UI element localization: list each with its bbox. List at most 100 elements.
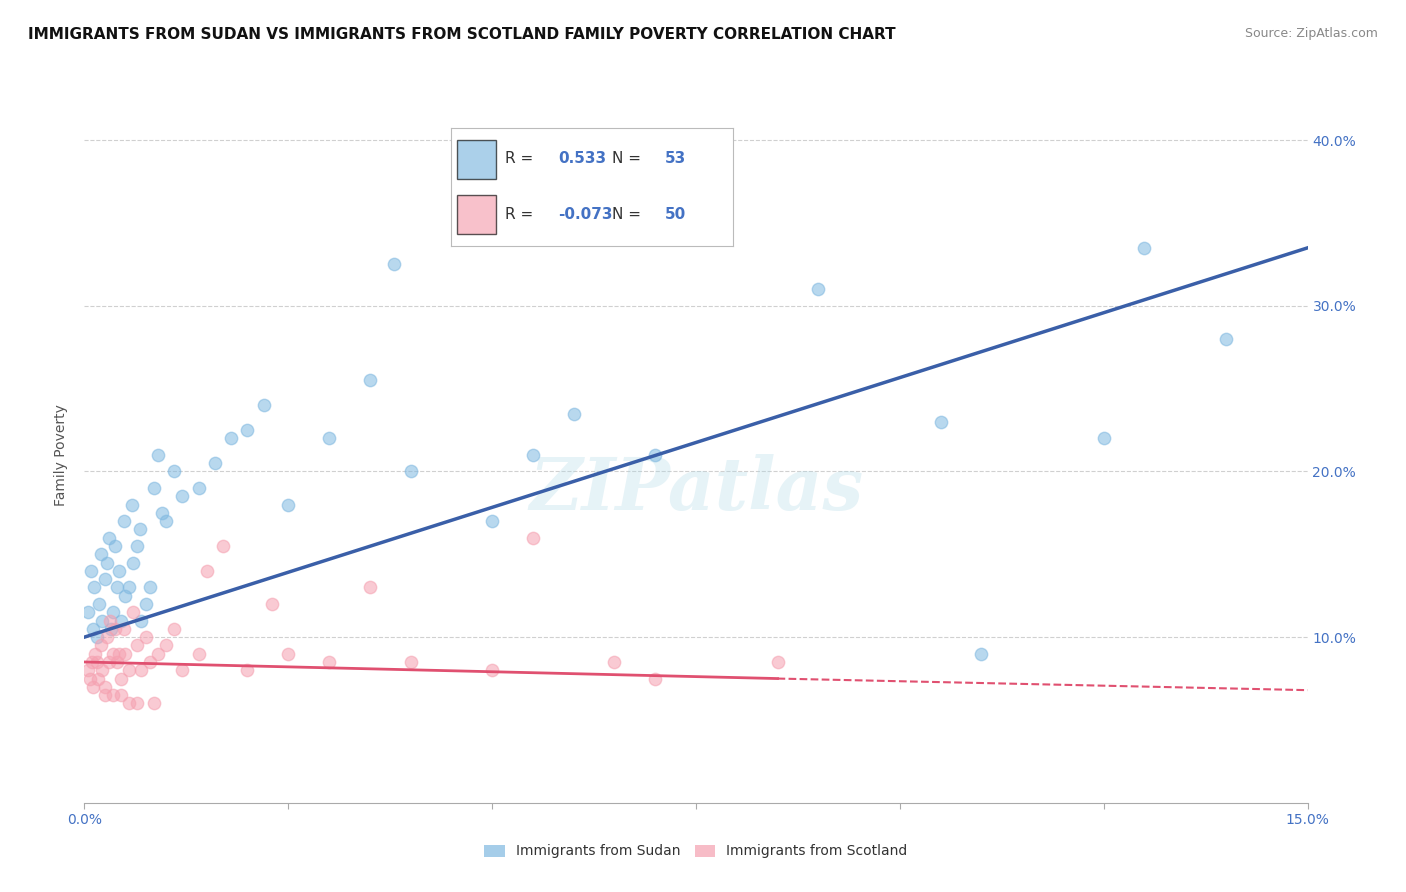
Point bbox=[929, 415, 952, 429]
Point bbox=[79, 672, 101, 686]
Point bbox=[101, 605, 124, 619]
Point bbox=[212, 539, 235, 553]
Point bbox=[127, 539, 149, 553]
Point bbox=[127, 639, 149, 653]
Point bbox=[522, 448, 544, 462]
Point bbox=[91, 614, 114, 628]
Point bbox=[146, 448, 169, 462]
Point bbox=[118, 581, 141, 595]
Point bbox=[80, 655, 103, 669]
Point bbox=[104, 539, 127, 553]
Point bbox=[163, 622, 186, 636]
Point bbox=[118, 697, 141, 711]
Point bbox=[1092, 431, 1115, 445]
Point bbox=[87, 672, 110, 686]
Point bbox=[110, 672, 132, 686]
Point bbox=[318, 655, 340, 669]
Point bbox=[82, 680, 104, 694]
Point bbox=[110, 688, 132, 702]
Point bbox=[101, 688, 124, 702]
Legend: Immigrants from Sudan, Immigrants from Scotland: Immigrants from Sudan, Immigrants from S… bbox=[477, 838, 915, 865]
Point bbox=[1215, 332, 1237, 346]
Point bbox=[236, 663, 259, 677]
Point bbox=[131, 614, 153, 628]
Point bbox=[277, 647, 299, 661]
Point bbox=[146, 647, 169, 661]
Point bbox=[644, 672, 666, 686]
Point bbox=[128, 523, 150, 537]
Point bbox=[277, 498, 299, 512]
Point bbox=[236, 423, 259, 437]
Point bbox=[562, 407, 585, 421]
Point bbox=[93, 572, 115, 586]
Point bbox=[135, 630, 157, 644]
Point bbox=[86, 630, 108, 644]
Point bbox=[970, 647, 993, 661]
Point bbox=[90, 547, 112, 561]
Point bbox=[603, 655, 626, 669]
Point bbox=[195, 564, 218, 578]
Point bbox=[399, 655, 422, 669]
Point bbox=[97, 655, 120, 669]
Point bbox=[522, 531, 544, 545]
Point bbox=[644, 448, 666, 462]
Point bbox=[77, 663, 100, 677]
Point bbox=[93, 688, 115, 702]
Point bbox=[105, 581, 128, 595]
Point bbox=[87, 597, 110, 611]
Point bbox=[93, 680, 115, 694]
Point bbox=[83, 581, 105, 595]
Point bbox=[91, 663, 114, 677]
Point bbox=[122, 556, 145, 570]
Point bbox=[118, 663, 141, 677]
Point bbox=[318, 431, 340, 445]
Point bbox=[107, 564, 129, 578]
Point bbox=[253, 398, 276, 412]
Point bbox=[155, 514, 177, 528]
Point bbox=[204, 456, 226, 470]
Point bbox=[187, 647, 209, 661]
Point bbox=[82, 622, 104, 636]
Text: Source: ZipAtlas.com: Source: ZipAtlas.com bbox=[1244, 27, 1378, 40]
Point bbox=[77, 605, 100, 619]
Point bbox=[481, 663, 503, 677]
Point bbox=[107, 647, 129, 661]
Point bbox=[97, 531, 120, 545]
Point bbox=[127, 697, 149, 711]
Point bbox=[100, 622, 122, 636]
Point bbox=[219, 431, 242, 445]
Point bbox=[155, 639, 177, 653]
Point bbox=[172, 663, 194, 677]
Point bbox=[114, 647, 136, 661]
Point bbox=[359, 581, 381, 595]
Point bbox=[104, 622, 127, 636]
Point bbox=[172, 489, 194, 503]
Point bbox=[399, 465, 422, 479]
Point bbox=[187, 481, 209, 495]
Point bbox=[142, 697, 165, 711]
Point bbox=[121, 498, 143, 512]
Point bbox=[80, 564, 103, 578]
Point bbox=[481, 514, 503, 528]
Point bbox=[112, 622, 135, 636]
Point bbox=[359, 373, 381, 387]
Point bbox=[260, 597, 283, 611]
Point bbox=[138, 581, 160, 595]
Text: ZIPatlas: ZIPatlas bbox=[529, 454, 863, 525]
Point bbox=[112, 514, 135, 528]
Point bbox=[110, 614, 132, 628]
Point bbox=[101, 647, 124, 661]
Point bbox=[807, 282, 830, 296]
Point bbox=[382, 257, 405, 271]
Text: IMMIGRANTS FROM SUDAN VS IMMIGRANTS FROM SCOTLAND FAMILY POVERTY CORRELATION CHA: IMMIGRANTS FROM SUDAN VS IMMIGRANTS FROM… bbox=[28, 27, 896, 42]
Point bbox=[90, 639, 112, 653]
Point bbox=[96, 556, 118, 570]
Point bbox=[138, 655, 160, 669]
Point bbox=[131, 663, 153, 677]
Point bbox=[100, 614, 122, 628]
Point bbox=[114, 589, 136, 603]
Point bbox=[163, 465, 186, 479]
Point bbox=[105, 655, 128, 669]
Point bbox=[1133, 241, 1156, 255]
Point bbox=[86, 655, 108, 669]
